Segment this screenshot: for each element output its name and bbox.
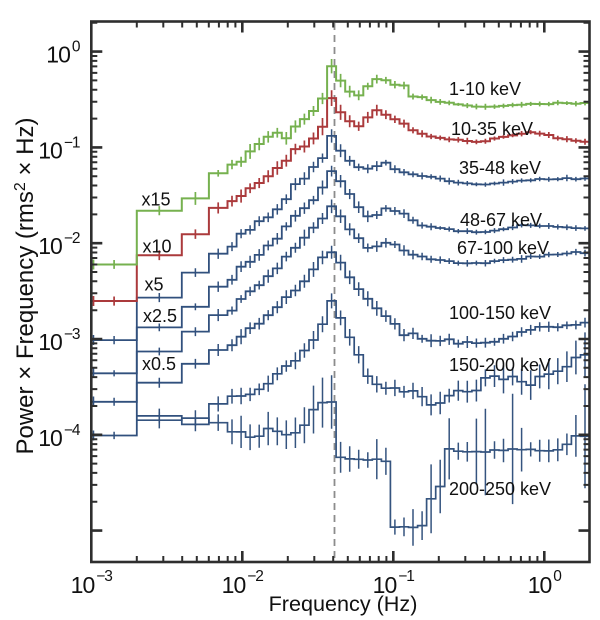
svg-text:x5: x5	[144, 275, 163, 295]
svg-text:200-250 keV: 200-250 keV	[449, 479, 551, 499]
svg-text:x2.5: x2.5	[143, 306, 177, 326]
svg-text:Power × Frequency (rms2 × Hz): Power × Frequency (rms2 × Hz)	[12, 117, 39, 454]
svg-text:35-48 keV: 35-48 keV	[459, 158, 541, 178]
svg-text:100-150 keV: 100-150 keV	[449, 303, 551, 323]
svg-text:150-200 keV: 150-200 keV	[449, 355, 551, 375]
svg-text:10-35 keV: 10-35 keV	[451, 119, 533, 139]
svg-text:x10: x10	[142, 237, 171, 257]
svg-text:10−4: 10 −4	[38, 422, 81, 451]
svg-text:1-10 keV: 1-10 keV	[449, 79, 521, 99]
svg-text:48-67 keV: 48-67 keV	[460, 210, 542, 230]
svg-text:x15: x15	[141, 190, 170, 210]
svg-text:67-100 keV: 67-100 keV	[457, 238, 549, 258]
svg-text:Frequency (Hz): Frequency (Hz)	[269, 591, 418, 616]
svg-text:x0.5: x0.5	[142, 354, 176, 374]
